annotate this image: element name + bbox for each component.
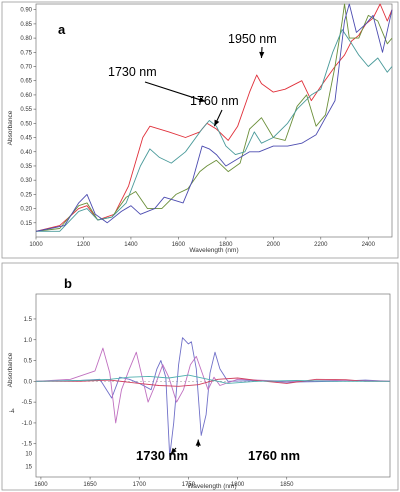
b-xtick-label: 1700 [133, 482, 147, 488]
annotation-1730nm: 1730 nm [108, 65, 157, 79]
panel-a-annotations: 1950 nm 1730 nm 1760 nm [108, 32, 277, 127]
annotation-1760nm: 1760 nm [190, 94, 239, 108]
a-ytick-label: 0.55 [20, 107, 32, 113]
b-xtick-label: 1850 [280, 482, 294, 488]
panel-a-axes [33, 9, 369, 240]
b-ytick-label: 0.5 [24, 359, 33, 365]
b-extra-ytick-label: 10 [25, 451, 32, 457]
annotation-b-1760nm: 1760 nm [248, 448, 300, 463]
b-ytick-label: -1.5 [22, 442, 33, 448]
a-ytick-label: 0.70 [20, 65, 32, 71]
a-ytick-label: 0.15 [20, 221, 32, 227]
panel-b-ylabel: Absorbance [7, 352, 14, 387]
annotation-b-1730nm: 1730 nm [136, 448, 188, 463]
panel-b-xlabel: Wavelength (nm) [187, 483, 236, 490]
a-ytick-label: 0.45 [20, 136, 32, 142]
b-series-line-4 [35, 374, 390, 384]
panel-a-xlabel: Wavelength (nm) [189, 247, 238, 254]
a-xtick-label: 1400 [124, 242, 138, 248]
a-xtick-label: 1200 [77, 242, 91, 248]
a-ytick-label: 0.50 [20, 121, 32, 127]
panel-b-tick-labels: 1600 1650 1700 1750 1800 1850 1.5 1.0 0.5 0.0 -0.5… [22, 317, 294, 488]
b-series-line-2 [35, 347, 391, 424]
b-ytick-label: 1.5 [24, 317, 33, 323]
a-series-line-3 [36, 29, 393, 232]
a-ytick-label: 0.65 [20, 79, 32, 85]
b-xtick-label: 1800 [231, 482, 245, 488]
panel-a-tick-labels: 1000 1200 1400 1600 1800 2000 2200 2400 0.15 0.20… [20, 8, 375, 248]
panel-b-frame [1, 262, 399, 491]
b-xtick-label: 1600 [34, 482, 48, 488]
arrow-1730nm [144, 81, 206, 102]
panel-b-annotations: 1730 nm 1760 nm [136, 439, 300, 463]
panel-b-axes [33, 318, 390, 480]
b-ytick-label: -0.5 [22, 400, 33, 406]
a-ytick-label: 0.30 [20, 178, 32, 184]
a-ytick-label: 0.85 [20, 22, 32, 28]
panel-b-plot-area [35, 293, 391, 478]
b-extra-ytick-label: 15 [25, 465, 32, 471]
panel-b-series [35, 337, 391, 457]
panel-a-ylabel: Absorbance [7, 110, 14, 145]
a-series-line-2 [35, 3, 393, 232]
arrow-1730nm-head [198, 97, 206, 103]
b-ytick-label: -1.0 [22, 421, 33, 427]
b-ytick-label: 0.0 [24, 379, 33, 385]
a-series-line-4 [35, 3, 393, 232]
a-xtick-label: 1800 [219, 242, 233, 248]
a-xtick-label: 2400 [362, 242, 376, 248]
arrow-b-1760nm-head [195, 439, 201, 446]
b-ytick-label: 1.0 [24, 338, 33, 344]
arrow-b-1730nm-head [170, 447, 177, 455]
panel-a-letter: a [58, 22, 66, 37]
a-ytick-label: 0.90 [20, 8, 32, 14]
b-series-line-3 [36, 377, 390, 387]
a-xtick-label: 2200 [314, 242, 328, 248]
arrow-1950nm-head [259, 51, 265, 58]
a-ytick-label: 0.35 [20, 164, 32, 170]
annotation-1950nm: 1950 nm [228, 32, 277, 46]
panel-a-frame [1, 1, 399, 259]
a-ytick-label: 0.40 [20, 150, 32, 156]
a-xtick-label: 2000 [267, 242, 281, 248]
arrow-1760nm-head [214, 119, 220, 127]
b-xtick-label: 1650 [83, 482, 97, 488]
panel-b-letter: b [64, 276, 72, 291]
a-ytick-label: 0.60 [20, 93, 32, 99]
a-ytick-label: 0.80 [20, 36, 32, 42]
b-xtick-label: 1750 [182, 482, 196, 488]
panel-a-series [35, 3, 393, 232]
a-ytick-label: 0.25 [20, 192, 32, 198]
a-xtick-label: 1000 [29, 242, 43, 248]
panel-b-outside-label: -4 [9, 409, 15, 415]
a-series-line-1 [35, 3, 393, 232]
panel-a-plot-area [35, 3, 393, 238]
a-ytick-label: 0.75 [20, 50, 32, 56]
a-xtick-label: 1600 [172, 242, 186, 248]
a-ytick-label: 0.20 [20, 207, 32, 213]
